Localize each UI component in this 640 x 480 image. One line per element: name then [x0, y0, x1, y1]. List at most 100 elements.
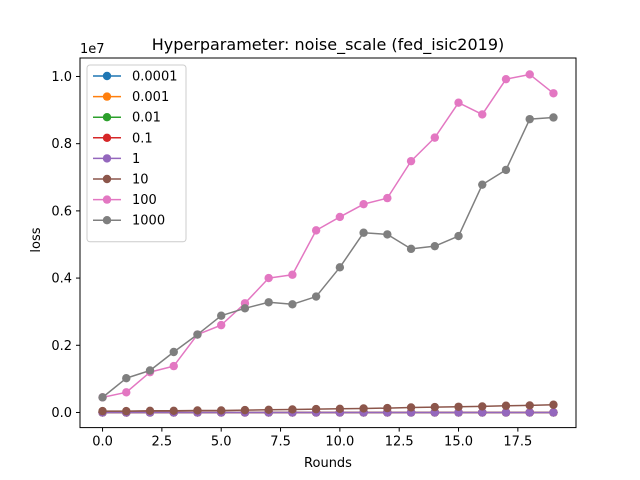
data-point	[430, 241, 439, 251]
legend-label: 0.0001	[132, 70, 178, 85]
data-point	[169, 361, 178, 371]
plot-frame	[79, 57, 577, 429]
x-tick-label: 12.5	[385, 435, 414, 450]
data-point	[311, 292, 321, 301]
data-point	[549, 400, 558, 409]
legend-marker	[102, 113, 112, 122]
data-point	[549, 113, 558, 122]
data-point	[335, 212, 345, 222]
data-point	[122, 388, 131, 397]
series-10	[98, 400, 558, 416]
data-point	[501, 74, 511, 84]
series-group	[98, 70, 558, 417]
data-point	[169, 347, 178, 357]
x-tick-label: 17.5	[503, 435, 532, 450]
legend: 0.0001 0.001 0.01 0.1 1 10 100 1000	[86, 64, 187, 243]
x-tick-label: 0.0	[92, 435, 113, 450]
data-point	[193, 330, 202, 339]
data-point	[406, 403, 416, 412]
x-tick-label: 15.0	[444, 435, 473, 450]
data-point	[98, 393, 107, 402]
data-point	[525, 114, 534, 124]
data-point	[406, 156, 416, 166]
y-tick-label: 0.2	[51, 339, 72, 354]
data-point	[501, 408, 511, 417]
data-point	[169, 406, 178, 415]
data-point	[311, 226, 321, 235]
data-point	[383, 403, 392, 413]
data-point	[549, 89, 558, 98]
x-tick-label: 2.5	[152, 435, 173, 450]
legend-marker	[102, 92, 112, 101]
x-tick-label: 7.5	[270, 435, 291, 450]
data-point	[430, 133, 439, 142]
series-1000	[98, 113, 558, 402]
legend-item: 100	[93, 193, 157, 208]
x-axis-label: Rounds	[304, 456, 352, 471]
data-point	[359, 228, 368, 237]
data-point	[122, 406, 131, 416]
legend-item: 10	[93, 173, 149, 188]
data-point	[478, 180, 487, 189]
legend-marker	[102, 174, 112, 184]
series-line	[102, 73, 554, 399]
data-point	[311, 404, 321, 414]
data-point	[383, 230, 392, 239]
data-point	[288, 405, 297, 414]
legend-marker	[102, 154, 112, 163]
legend-marker	[102, 71, 112, 81]
data-point	[288, 300, 297, 309]
data-point	[264, 298, 273, 307]
data-point	[383, 193, 392, 203]
data-point	[145, 366, 155, 375]
data-point	[288, 270, 297, 279]
legend-label: 10	[132, 173, 149, 188]
data-point	[264, 273, 273, 283]
data-point	[478, 402, 487, 411]
data-point	[240, 304, 250, 313]
legend-label: 0.001	[132, 90, 169, 105]
data-point	[335, 404, 345, 413]
y-tick-label: 0.0	[51, 406, 72, 421]
legend-marker	[102, 133, 112, 142]
legend-label: 0.1	[132, 131, 153, 146]
chart-title: Hyperparameter: noise_scale (fed_isic201…	[152, 35, 504, 55]
legend-label: 1	[132, 152, 140, 167]
series-line	[102, 116, 554, 398]
data-point	[264, 405, 273, 414]
data-point	[145, 406, 155, 415]
data-point	[193, 406, 202, 415]
y-tick-label: 0.8	[51, 137, 72, 152]
x-tick-label: 5.0	[211, 435, 232, 450]
y-tick-label: 0.4	[51, 272, 72, 287]
legend-item: 0.1	[93, 131, 153, 146]
legend-marker	[102, 195, 112, 204]
legend-item: 0.0001	[93, 70, 178, 85]
x-tick-label: 10.0	[325, 435, 354, 450]
data-point	[454, 402, 463, 411]
data-point	[217, 406, 226, 415]
data-point	[501, 401, 511, 410]
data-point	[478, 110, 487, 119]
y-tick-label: 1.0	[51, 70, 72, 85]
data-point	[122, 374, 131, 383]
data-point	[359, 404, 368, 413]
legend-label: 0.01	[132, 111, 161, 126]
legend-item: 0.01	[93, 111, 161, 126]
data-point	[525, 401, 534, 410]
data-point	[217, 311, 226, 320]
legend-label: 100	[132, 193, 157, 208]
data-point	[406, 244, 416, 254]
data-point	[98, 406, 107, 416]
data-point	[454, 98, 463, 107]
legend-box	[86, 64, 187, 243]
data-point	[217, 320, 226, 330]
data-point	[335, 263, 345, 272]
data-point	[454, 231, 463, 241]
data-point	[501, 165, 511, 175]
legend-item: 0.001	[93, 90, 169, 105]
y-tick-label: 0.6	[51, 204, 72, 219]
data-point	[430, 402, 439, 412]
legend-label: 1000	[132, 214, 165, 229]
